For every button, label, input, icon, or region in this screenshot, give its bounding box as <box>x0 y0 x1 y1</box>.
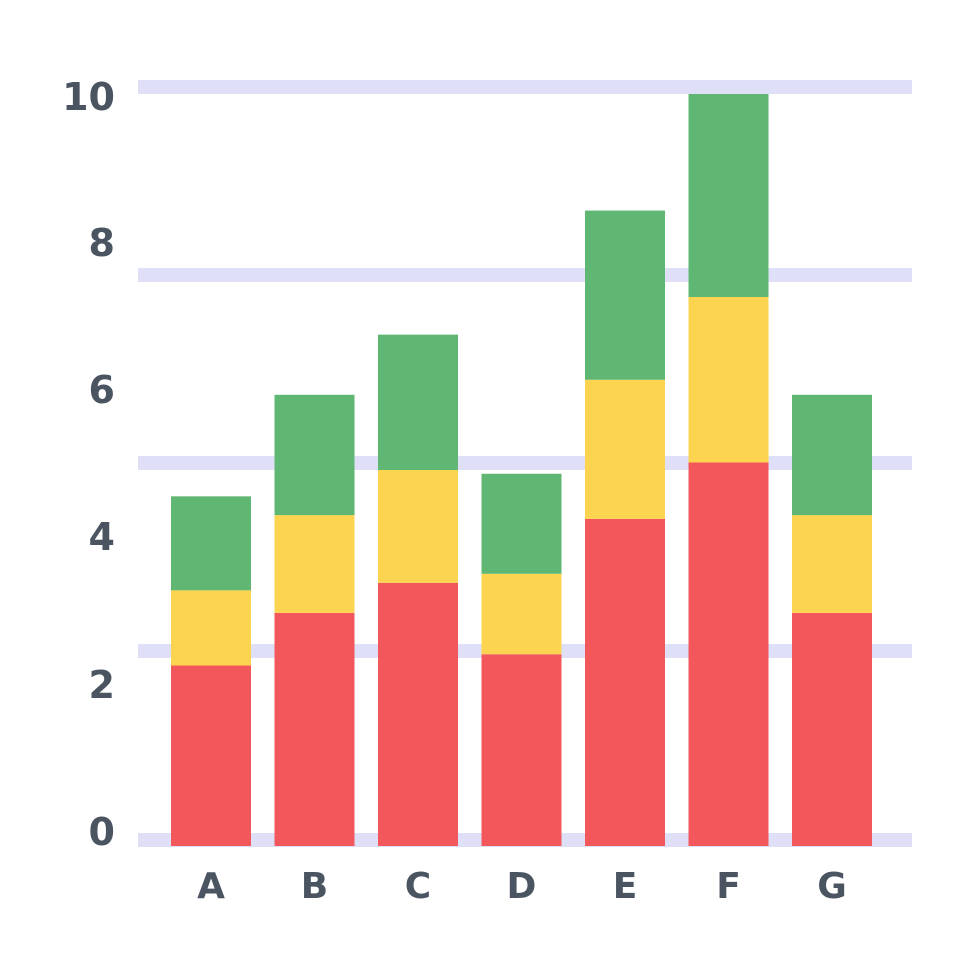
bar-segment-g-2 <box>792 515 872 613</box>
y-tick-label: 2 <box>89 663 115 707</box>
bar-segment-c-1 <box>378 582 458 846</box>
bar-segment-g-1 <box>792 612 872 846</box>
bar-segment-b-2 <box>274 515 355 613</box>
bar-segment-a-3 <box>171 496 251 591</box>
y-tick-label: 4 <box>89 515 115 559</box>
bar-segment-d-1 <box>481 654 562 846</box>
y-tick-label: 10 <box>62 75 115 119</box>
bar-segment-d-2 <box>481 573 562 655</box>
y-tick-label: 6 <box>89 368 115 412</box>
gridline <box>138 80 912 94</box>
x-axis-ticks: A B C D E F G <box>197 866 847 907</box>
x-tick-label: F <box>716 866 741 907</box>
x-tick-label: G <box>817 866 847 907</box>
bar-segment-e-3 <box>585 210 665 380</box>
bar-segment-g-3 <box>792 394 872 516</box>
x-tick-label: E <box>613 866 638 907</box>
bar-segment-c-3 <box>378 334 458 470</box>
bar-segment-a-1 <box>171 665 251 846</box>
y-tick-label: 0 <box>89 810 115 854</box>
bars <box>171 94 872 846</box>
bar-segment-e-2 <box>585 379 665 519</box>
y-tick-label: 8 <box>89 221 115 265</box>
x-tick-label: D <box>507 866 537 907</box>
bar-segment-b-1 <box>274 612 355 846</box>
bar-segment-a-2 <box>171 590 251 666</box>
bar-segment-d-3 <box>481 473 562 574</box>
gridline <box>138 268 912 282</box>
y-axis-ticks: 0 2 4 6 8 10 <box>62 75 115 854</box>
bar-segment-c-2 <box>378 470 458 583</box>
x-tick-label: A <box>197 866 225 907</box>
x-tick-label: B <box>301 866 328 907</box>
bar-segment-b-3 <box>274 394 355 516</box>
x-tick-label: C <box>405 866 431 907</box>
bar-segment-f-2 <box>688 297 769 463</box>
bar-segment-f-1 <box>688 462 769 846</box>
bar-segment-f-3 <box>688 94 769 298</box>
bar-segment-e-1 <box>585 518 665 846</box>
